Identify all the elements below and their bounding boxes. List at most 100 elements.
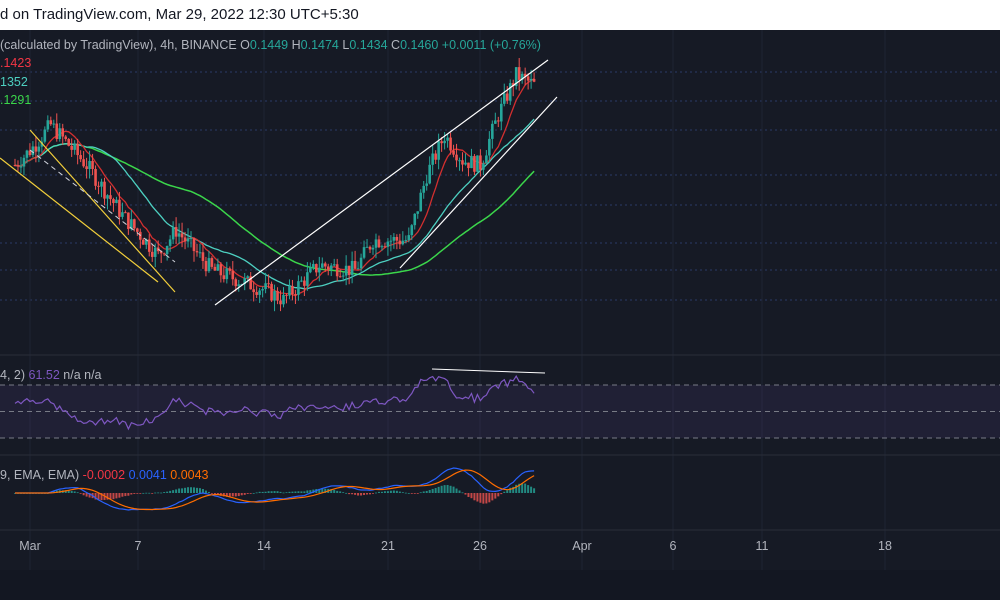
candle-body	[249, 276, 252, 290]
candle-body	[449, 137, 452, 151]
macd-histogram-bar	[479, 493, 482, 503]
candle-body	[136, 228, 139, 232]
chart-canvas[interactable]: Mar 7 14 21 26 Apr 6 11 18	[0, 30, 1000, 570]
macd-histogram-bar	[67, 490, 70, 493]
macd-histogram-bar	[342, 492, 345, 494]
candle-body	[398, 240, 402, 245]
macd-histogram-bar	[115, 493, 118, 499]
macd-histogram-bar	[210, 493, 213, 494]
macd-histogram-bar	[440, 485, 443, 493]
candle-body	[49, 120, 53, 125]
candle-body	[514, 67, 518, 87]
candle-body	[97, 185, 100, 187]
candle-body	[386, 241, 390, 247]
candle-body	[243, 277, 247, 285]
x-tick-label: 14	[257, 539, 271, 553]
macd-histogram-bar	[497, 493, 500, 497]
macd-histogram-bar	[172, 490, 175, 493]
candle-body	[16, 165, 20, 167]
macd-histogram-bar	[109, 493, 112, 500]
macd-histogram-bar	[246, 493, 249, 494]
macd-histogram-bar	[273, 491, 276, 493]
macd-histogram-bar	[249, 493, 252, 494]
candle-body	[473, 156, 476, 172]
macd-histogram-bar	[476, 493, 479, 502]
candle-body	[511, 83, 515, 87]
macd-histogram-bar	[255, 492, 258, 494]
x-tick-label: 18	[878, 539, 892, 553]
macd-histogram-bar	[157, 492, 160, 494]
candle-body	[46, 120, 50, 130]
low-label: L	[342, 38, 350, 52]
macd-histogram-bar	[339, 491, 342, 493]
candle-body	[470, 156, 473, 169]
candle-body	[517, 67, 521, 80]
x-tick-label: Apr	[572, 539, 591, 553]
macd-histogram-bar	[282, 492, 285, 494]
candle-body	[109, 195, 112, 200]
candle-body	[323, 263, 327, 267]
candle-body	[425, 183, 428, 186]
candle-body	[389, 240, 393, 242]
macd-histogram-bar	[351, 493, 354, 495]
candle-body	[144, 239, 148, 245]
macd-histogram-bar	[360, 493, 363, 496]
ma-line-green	[14, 143, 535, 276]
falling-channel-mid	[29, 149, 176, 263]
candle-body	[401, 240, 405, 245]
macd-histogram-bar	[437, 486, 440, 493]
candle-body	[237, 284, 241, 287]
macd-histogram-bar	[482, 493, 485, 504]
candle-body	[344, 265, 348, 276]
macd-histogram-bar	[97, 493, 100, 501]
symbol-legend: (calculated by TradingView), 4h, BINANCE…	[0, 38, 541, 52]
candle-body	[413, 213, 417, 226]
macd-histogram-bar	[509, 487, 512, 493]
candle-body	[103, 181, 106, 199]
macd-histogram-bar	[175, 489, 178, 493]
x-tick-label: 11	[756, 539, 769, 553]
candle-body	[273, 291, 276, 301]
macd-histogram-bar	[198, 488, 201, 493]
chart-area[interactable]: Mar 7 14 21 26 Apr 6 11 18	[0, 30, 1000, 570]
candle-body	[210, 258, 214, 267]
candle-body	[309, 267, 312, 273]
candle-body	[458, 160, 461, 162]
candle-body	[359, 257, 363, 269]
candle-body	[204, 260, 208, 272]
candle-body	[201, 252, 205, 261]
candle-body	[252, 289, 255, 293]
open-value: 0.1449	[249, 38, 289, 52]
candle-body	[431, 153, 434, 165]
macd-histogram-bar	[193, 487, 195, 493]
candle-body	[228, 268, 232, 271]
low-value: 0.1434	[349, 38, 388, 52]
macd-histogram-bar	[530, 486, 533, 493]
macd-histogram-bar	[121, 493, 124, 497]
macd-histogram-bar	[398, 491, 401, 493]
candle-body	[174, 227, 178, 237]
candle-body	[479, 155, 482, 170]
candle-body	[276, 291, 279, 301]
candle-body	[153, 247, 157, 257]
macd-histogram-bar	[243, 493, 246, 495]
candle-body	[37, 146, 41, 152]
candle-body	[350, 260, 354, 275]
rsi-value: 61.52	[28, 368, 60, 382]
candle-body	[494, 120, 497, 124]
candle-body	[70, 145, 73, 150]
candle-body	[177, 233, 181, 237]
macd-histogram-bar	[374, 492, 377, 494]
candle-body	[312, 264, 315, 268]
candle-body	[407, 235, 411, 241]
candle-body	[329, 265, 333, 270]
candle-body	[297, 281, 300, 295]
open-label: O	[240, 38, 250, 52]
candle-body	[306, 272, 309, 286]
macd-histogram-bar	[300, 491, 303, 493]
candle-body	[43, 129, 47, 142]
macd-histogram-bar	[225, 493, 228, 497]
close-value: 0.1460	[400, 38, 439, 52]
macd-legend: 9, EMA, EMA) -0.0002 0.0041 0.0043	[0, 468, 209, 482]
candle-body	[165, 245, 169, 254]
